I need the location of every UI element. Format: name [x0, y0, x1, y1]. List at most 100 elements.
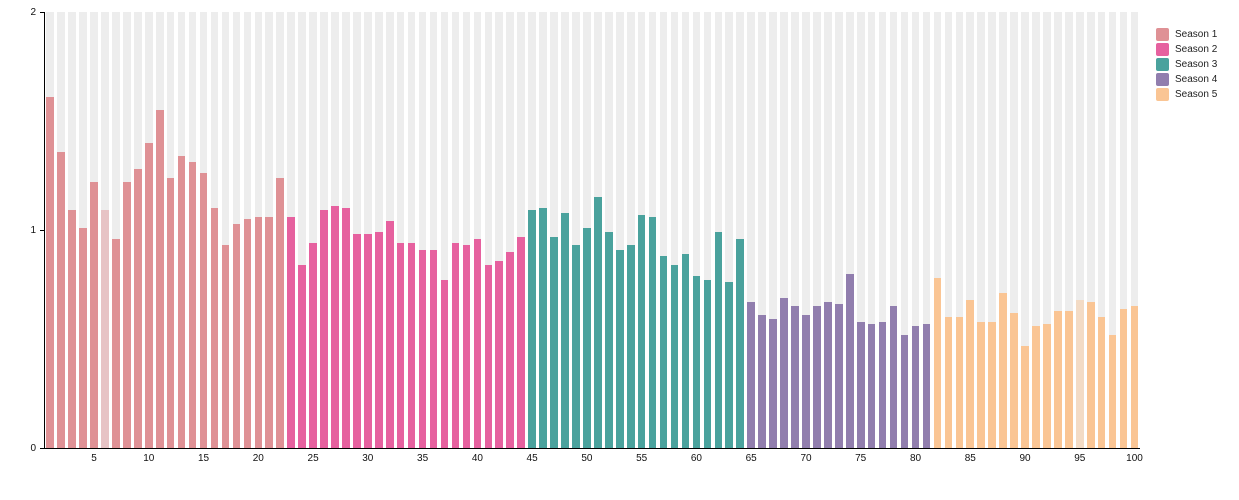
bar-episode-12[interactable] — [166, 177, 175, 448]
bar-episode-84[interactable] — [955, 317, 964, 448]
bar-episode-59[interactable] — [681, 254, 690, 448]
legend-item-season-1[interactable]: Season 1 — [1156, 28, 1217, 41]
bar-episode-45[interactable] — [528, 210, 536, 448]
bar-episode-74[interactable] — [845, 273, 854, 448]
bar-episode-4[interactable] — [79, 227, 87, 448]
bar-episode-92[interactable] — [1043, 323, 1051, 448]
bar-episode-79[interactable] — [900, 334, 909, 448]
bar-episode-81[interactable] — [922, 323, 931, 448]
bar-episode-7[interactable] — [112, 238, 120, 448]
bar-episode-68[interactable] — [780, 297, 788, 448]
legend-item-season-4[interactable]: Season 4 — [1156, 73, 1217, 86]
bar-episode-69[interactable] — [791, 306, 799, 448]
bar-episode-33[interactable] — [396, 243, 405, 448]
bar-episode-30[interactable] — [364, 234, 372, 448]
bar-episode-10[interactable] — [144, 142, 153, 448]
bar-episode-43[interactable] — [506, 251, 515, 448]
bar-episode-20[interactable] — [254, 216, 263, 448]
bar-episode-48[interactable] — [561, 212, 569, 448]
bar-episode-11[interactable] — [155, 110, 164, 448]
bar-episode-49[interactable] — [572, 245, 580, 448]
bar-episode-2[interactable] — [57, 151, 65, 448]
bar-episode-75[interactable] — [856, 321, 865, 448]
bar-episode-16[interactable] — [210, 208, 219, 448]
bar-episode-90[interactable] — [1021, 345, 1029, 448]
bar-episode-34[interactable] — [407, 243, 416, 448]
bar-episode-55[interactable] — [637, 214, 646, 448]
bar-episode-40[interactable] — [473, 238, 482, 448]
bar-episode-56[interactable] — [648, 216, 657, 448]
bar-episode-87[interactable] — [988, 321, 996, 448]
bar-episode-100[interactable] — [1130, 306, 1139, 448]
bar-episode-93[interactable] — [1054, 310, 1062, 448]
bar-episode-47[interactable] — [550, 236, 558, 448]
legend-item-season-3[interactable]: Season 3 — [1156, 58, 1217, 71]
bar-episode-98[interactable] — [1108, 334, 1117, 448]
bar-episode-13[interactable] — [177, 155, 186, 448]
bar-episode-72[interactable] — [824, 301, 832, 448]
bar-episode-83[interactable] — [944, 317, 953, 448]
bar-episode-97[interactable] — [1097, 317, 1106, 448]
bar-episode-26[interactable] — [320, 210, 328, 448]
bar-episode-61[interactable] — [703, 280, 712, 448]
bar-episode-9[interactable] — [134, 169, 142, 448]
bar-episode-71[interactable] — [813, 306, 821, 448]
bar-episode-80[interactable] — [911, 325, 920, 448]
bar-episode-31[interactable] — [374, 232, 383, 448]
bar-episode-18[interactable] — [232, 223, 241, 448]
bar-episode-58[interactable] — [670, 264, 679, 448]
bar-episode-36[interactable] — [429, 249, 438, 448]
bar-episode-82[interactable] — [933, 278, 942, 448]
bar-episode-66[interactable] — [758, 315, 766, 448]
bar-episode-23[interactable] — [287, 216, 295, 448]
bar-episode-29[interactable] — [353, 234, 361, 448]
bar-episode-88[interactable] — [999, 293, 1007, 448]
bar-episode-65[interactable] — [747, 301, 755, 448]
bar-episode-67[interactable] — [769, 319, 777, 448]
bar-episode-22[interactable] — [276, 177, 284, 448]
bar-episode-42[interactable] — [495, 260, 504, 448]
bar-episode-14[interactable] — [188, 162, 197, 448]
bar-episode-32[interactable] — [385, 221, 394, 448]
bar-episode-50[interactable] — [583, 227, 591, 448]
bar-episode-52[interactable] — [605, 232, 613, 448]
bar-episode-63[interactable] — [725, 282, 734, 448]
bar-episode-19[interactable] — [243, 219, 252, 448]
bar-episode-3[interactable] — [68, 210, 76, 448]
bar-episode-6[interactable] — [101, 210, 109, 448]
bar-episode-24[interactable] — [298, 264, 306, 448]
bar-episode-57[interactable] — [659, 256, 668, 448]
bar-episode-54[interactable] — [626, 245, 635, 448]
bar-episode-64[interactable] — [736, 238, 745, 448]
bar-episode-37[interactable] — [440, 280, 449, 448]
bar-episode-62[interactable] — [714, 232, 723, 448]
bar-episode-44[interactable] — [517, 236, 525, 448]
bar-episode-91[interactable] — [1032, 325, 1040, 448]
bar-episode-95[interactable] — [1075, 299, 1084, 448]
bar-episode-53[interactable] — [615, 249, 624, 448]
bar-episode-89[interactable] — [1010, 312, 1018, 448]
bar-episode-17[interactable] — [221, 245, 230, 448]
legend-item-season-5[interactable]: Season 5 — [1156, 88, 1217, 101]
bar-episode-38[interactable] — [451, 243, 460, 448]
bar-episode-85[interactable] — [966, 299, 975, 448]
bar-episode-21[interactable] — [265, 216, 274, 448]
bar-episode-5[interactable] — [90, 182, 98, 448]
bar-episode-41[interactable] — [484, 264, 493, 448]
bar-episode-39[interactable] — [462, 245, 471, 448]
bar-episode-28[interactable] — [342, 208, 350, 448]
bar-episode-86[interactable] — [977, 321, 985, 448]
bar-episode-1[interactable] — [46, 97, 54, 448]
bar-episode-46[interactable] — [539, 208, 547, 448]
bar-episode-27[interactable] — [331, 206, 339, 448]
bar-episode-77[interactable] — [878, 321, 887, 448]
bar-episode-78[interactable] — [889, 306, 898, 448]
bar-episode-25[interactable] — [309, 243, 317, 448]
bar-episode-73[interactable] — [835, 304, 843, 448]
legend-item-season-2[interactable]: Season 2 — [1156, 43, 1217, 56]
bar-episode-8[interactable] — [123, 182, 131, 448]
bar-episode-70[interactable] — [802, 315, 810, 448]
bar-episode-60[interactable] — [692, 275, 701, 448]
bar-episode-94[interactable] — [1065, 310, 1073, 448]
bar-episode-51[interactable] — [594, 197, 602, 448]
